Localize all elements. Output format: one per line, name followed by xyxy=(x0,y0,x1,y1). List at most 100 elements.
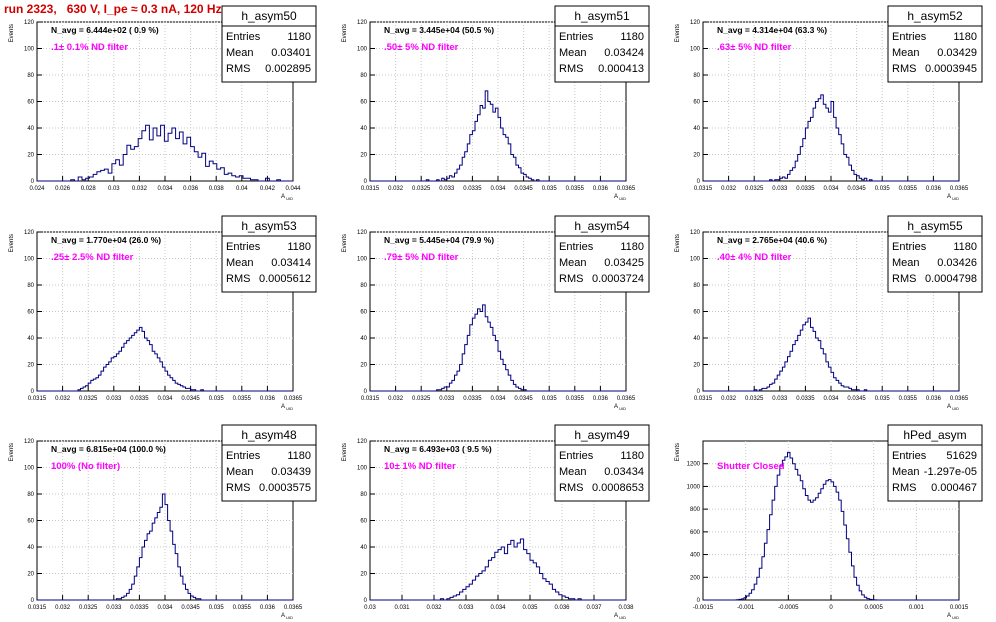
x-tick-label: 0.0355 xyxy=(566,186,585,192)
x-tick-label: 0.04 xyxy=(236,186,248,192)
x-tick-label: 0.033 xyxy=(772,396,788,402)
histogram-series xyxy=(703,94,959,182)
x-axis-label: A UID xyxy=(947,194,959,201)
histogram-panel-h_asym55: 0.0315 0.032 0.0325 0.033 0.0335 0.034 0.0345 0… xyxy=(675,215,983,411)
x-axis-label: A UID xyxy=(281,194,293,201)
histogram-series xyxy=(37,124,293,182)
x-tick-label: 0.024 xyxy=(29,186,45,192)
page-title: run 2323, 630 V, I_pe ≈ 0.3 nA, 120 Hz xyxy=(4,2,222,16)
navg-label: N_avg = 6.493e+03 ( 9.5 %) xyxy=(384,444,492,454)
stats-value-mean: 0.03414 xyxy=(271,257,311,269)
x-tick-label: 0.001 xyxy=(909,605,925,611)
x-axis-label: A UID xyxy=(281,404,293,411)
filter-annotation: .79± 5% ND filter xyxy=(384,252,459,263)
stats-box: h_asym55 Entries 1180 Mean 0.03426 RMS 0.00047… xyxy=(887,215,983,293)
y-tick-label: 40 xyxy=(360,126,367,132)
histogram-panel-h_asym53: 0.0315 0.032 0.0325 0.033 0.0335 0.034 0.0345 0… xyxy=(9,215,317,411)
x-tick-label: 0.0355 xyxy=(899,396,918,402)
x-tick-label: 0.032 xyxy=(388,396,404,402)
stats-value-mean: -1.297e-05 xyxy=(924,466,977,478)
x-tick-label: 0.036 xyxy=(554,605,570,611)
navg-label: N_avg = 4.314e+04 (63.3 %) xyxy=(717,25,827,35)
x-tick-label: 0.042 xyxy=(260,186,276,192)
x-tick-label: 0.0315 xyxy=(28,605,47,611)
y-tick-label: 0 xyxy=(364,598,368,604)
x-tick-label: 0.033 xyxy=(106,605,122,611)
x-tick-label: 0.0325 xyxy=(79,605,98,611)
y-axis-label: Events xyxy=(342,234,348,252)
y-tick-label: 80 xyxy=(693,73,700,79)
stats-label-mean: Mean xyxy=(559,466,587,478)
y-axis-label: Events xyxy=(675,443,681,461)
x-tick-label: 0.0365 xyxy=(617,186,636,192)
y-tick-label: 60 xyxy=(27,519,34,525)
y-axis-label: Events xyxy=(9,234,15,252)
stats-box: h_asym54 Entries 1180 Mean 0.03425 RMS 0.00037… xyxy=(554,215,650,293)
stats-title: h_asym48 xyxy=(241,428,297,442)
y-axis-label: Events xyxy=(9,24,15,42)
histogram-panel-h_asym51: 0.0315 0.032 0.0325 0.033 0.0335 0.034 0.0345 0… xyxy=(342,5,650,201)
x-tick-label: 0.033 xyxy=(458,605,474,611)
x-tick-label: 0.0335 xyxy=(130,605,149,611)
x-tick-label: 0.0325 xyxy=(745,186,764,192)
x-tick-label: 0.0315 xyxy=(361,396,380,402)
y-tick-label: 100 xyxy=(690,47,701,53)
stats-value-rms: 0.0004798 xyxy=(925,273,977,285)
stats-label-entries: Entries xyxy=(892,31,927,43)
x-tick-label: 0.036 xyxy=(926,396,942,402)
histogram-panel-h_asym48: 0.0315 0.032 0.0325 0.033 0.0335 0.034 0.0345 0… xyxy=(9,424,317,620)
stats-label-rms: RMS xyxy=(559,63,583,75)
stats-label-mean: Mean xyxy=(226,257,254,269)
stats-label-entries: Entries xyxy=(559,241,594,253)
stats-box-frame xyxy=(887,5,983,83)
x-tick-label: 0.032 xyxy=(132,186,148,192)
y-tick-label: 80 xyxy=(360,283,367,289)
stats-title: h_asym54 xyxy=(574,219,630,233)
x-tick-label: 0.0335 xyxy=(463,186,482,192)
y-tick-label: 40 xyxy=(360,545,367,551)
x-tick-label: 0.0355 xyxy=(233,605,252,611)
x-tick-label: 0.032 xyxy=(426,605,442,611)
x-tick-label: 0.032 xyxy=(721,396,737,402)
stats-box-frame xyxy=(554,5,650,83)
x-tick-label: 0.033 xyxy=(772,186,788,192)
stats-value-entries: 1180 xyxy=(953,31,977,43)
x-tick-label: 0.0325 xyxy=(745,396,764,402)
stats-label-rms: RMS xyxy=(559,482,583,494)
x-tick-label: 0.0315 xyxy=(361,186,380,192)
filter-annotation: .63± 5% ND filter xyxy=(717,42,792,53)
x-tick-label: 0.036 xyxy=(593,186,609,192)
histogram-series xyxy=(37,493,293,601)
y-tick-label: 120 xyxy=(24,439,35,445)
y-tick-label: 40 xyxy=(27,545,34,551)
y-tick-label: 20 xyxy=(27,153,34,159)
navg-label: N_avg = 5.445e+04 (79.9 %) xyxy=(384,235,494,245)
x-tick-label: 0 xyxy=(829,605,833,611)
x-tick-label: 0.0365 xyxy=(284,605,303,611)
stats-box-frame xyxy=(887,215,983,293)
stats-box-frame xyxy=(554,215,650,293)
y-tick-label: 600 xyxy=(690,530,701,536)
histogram-panel-h_asym52: 0.0315 0.032 0.0325 0.033 0.0335 0.034 0.0345 0… xyxy=(675,5,983,201)
stats-value-entries: 1180 xyxy=(953,241,977,253)
stats-value-entries: 1180 xyxy=(620,31,644,43)
x-tick-label: 0.0355 xyxy=(566,396,585,402)
y-tick-label: 40 xyxy=(693,336,700,342)
y-tick-label: 120 xyxy=(357,20,368,26)
y-tick-label: 400 xyxy=(690,553,701,559)
y-axis-label: Events xyxy=(675,234,681,252)
x-tick-label: 0.035 xyxy=(542,186,558,192)
y-tick-label: 0 xyxy=(31,389,35,395)
x-tick-label: 0.034 xyxy=(490,605,506,611)
y-tick-label: 80 xyxy=(360,492,367,498)
x-tick-label: 0.03 xyxy=(364,605,376,611)
x-axis-label: A UID xyxy=(614,404,626,411)
x-tick-label: 0.034 xyxy=(157,605,173,611)
y-tick-label: 100 xyxy=(690,257,701,263)
y-tick-label: 60 xyxy=(693,310,700,316)
stats-value-mean: 0.03434 xyxy=(604,466,644,478)
y-tick-label: 40 xyxy=(693,126,700,132)
x-tick-label: 0.036 xyxy=(926,186,942,192)
x-tick-label: 0.035 xyxy=(209,605,225,611)
